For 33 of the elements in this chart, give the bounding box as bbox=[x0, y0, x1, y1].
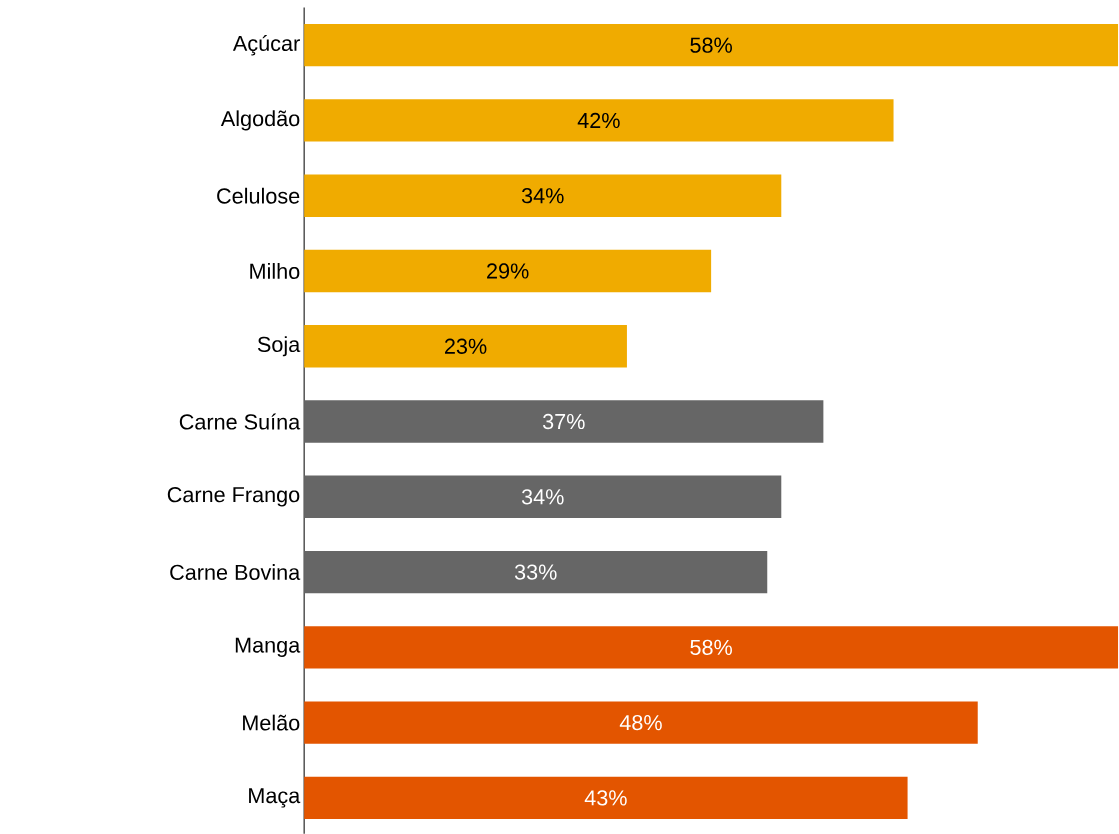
data-label: 33% bbox=[514, 564, 557, 580]
bar bbox=[304, 475, 782, 518]
y-tick-label: Manga bbox=[235, 637, 301, 657]
data-label: 42% bbox=[577, 112, 620, 128]
bar bbox=[304, 249, 712, 293]
y-tick-label: Açúcar bbox=[232, 34, 300, 56]
data-label: 37% bbox=[542, 413, 585, 430]
y-tick-label: Melão bbox=[243, 714, 300, 731]
data-label: 48% bbox=[619, 714, 662, 731]
bar bbox=[304, 174, 782, 217]
y-tick-label: Maça bbox=[249, 788, 301, 808]
y-tick-label: Celulose bbox=[217, 187, 300, 204]
bar bbox=[304, 324, 627, 368]
y-tick-label: Algodão bbox=[220, 110, 300, 131]
bar bbox=[304, 400, 824, 443]
data-label: 58% bbox=[690, 37, 732, 53]
bar bbox=[304, 626, 1119, 669]
y-tick-label: Soja bbox=[257, 336, 301, 357]
bar bbox=[304, 550, 768, 594]
bar bbox=[304, 23, 1119, 67]
data-label: 43% bbox=[584, 790, 627, 806]
data-label: 29% bbox=[487, 263, 529, 279]
y-tick-label: Carne Frango bbox=[167, 486, 300, 507]
y-tick-label: Carne Bovina bbox=[170, 564, 301, 580]
bar bbox=[304, 99, 894, 142]
data-label: 34% bbox=[521, 187, 564, 204]
bar bbox=[304, 776, 908, 819]
y-tick-label: Milho bbox=[250, 262, 300, 279]
data-label: 34% bbox=[521, 489, 564, 505]
data-label: 58% bbox=[690, 639, 732, 655]
bar bbox=[304, 701, 978, 744]
data-label: 23% bbox=[444, 338, 487, 354]
y-tick-label: Carne Suína bbox=[179, 413, 301, 430]
